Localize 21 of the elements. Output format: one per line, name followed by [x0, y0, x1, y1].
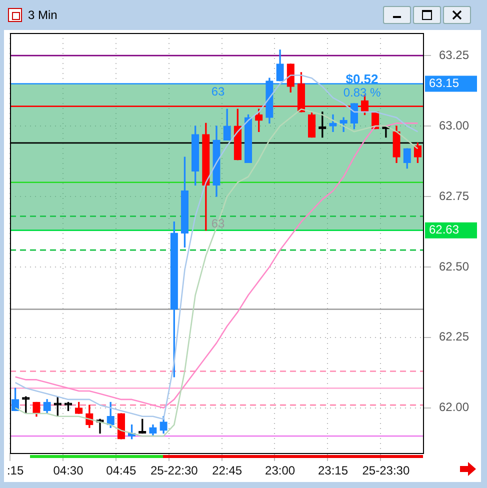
- y-tick-label: 62.50: [439, 259, 470, 274]
- ref-line-label: 63.15: [429, 76, 460, 90]
- x-tick-label: 23:15: [318, 464, 348, 478]
- y-tick-label: 62.75: [439, 188, 470, 203]
- y-tick-label: 62.25: [439, 330, 470, 344]
- annotation: $0.52: [346, 72, 378, 87]
- chart-title: 3 Min: [28, 8, 58, 22]
- x-tick-label: 25-23:30: [362, 464, 410, 478]
- annotation: 0.83 %: [343, 85, 382, 100]
- ref-line-label: 62.63: [429, 222, 460, 237]
- x-tick-label: :15: [6, 464, 24, 478]
- y-tick-label: 63.00: [439, 118, 470, 132]
- x-tick-label: 04:30: [53, 464, 84, 478]
- annotation: 63: [211, 84, 225, 98]
- x-tick-label: 25-22:30: [150, 464, 198, 478]
- y-tick-label: 63.25: [439, 48, 470, 62]
- x-tick-label: 04:45: [106, 464, 137, 478]
- x-tick-label: 23:00: [265, 464, 296, 478]
- x-tick-label: 22:45: [212, 464, 242, 478]
- y-tick-label: 62.00: [439, 400, 470, 414]
- annotation: 63: [211, 216, 225, 230]
